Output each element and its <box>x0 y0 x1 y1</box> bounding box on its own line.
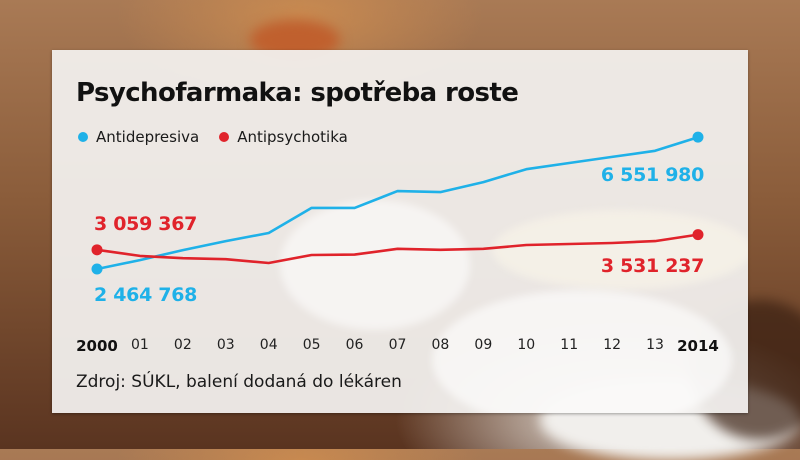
legend-dot-icon <box>219 132 230 142</box>
x-tick-label: 11 <box>560 337 579 353</box>
legend-label: Antipsychotika <box>237 128 348 146</box>
legend-item-antipsychotika: Antipsychotika <box>219 128 348 146</box>
legend-label: Antidepresiva <box>96 128 200 146</box>
x-tick-label: 05 <box>302 337 321 353</box>
source-note: Zdroj: SÚKL, balení dodaná do lékáren <box>76 372 402 392</box>
series-line-antipsychotika <box>96 233 699 265</box>
endpoint-marker-icon <box>91 244 103 256</box>
background-pill <box>432 290 732 413</box>
legend-item-antidepresiva: Antidepresiva <box>78 128 199 146</box>
background-pill <box>280 200 470 330</box>
legend-dot-icon <box>78 132 88 142</box>
series-line-antidepresiva <box>96 135 699 271</box>
x-tick-label: 2014 <box>677 337 719 355</box>
chart-title: Psychofarmaka: spotřeba roste <box>76 78 519 108</box>
x-tick-label: 10 <box>517 337 536 353</box>
endpoint-marker-icon <box>692 131 704 143</box>
x-tick-label: 07 <box>388 337 407 353</box>
chart-panel: Psychofarmaka: spotřeba roste Antidepres… <box>52 50 748 413</box>
background-pill <box>492 210 748 290</box>
x-tick-label: 13 <box>646 337 664 353</box>
x-tick-label: 12 <box>603 337 622 353</box>
antidepresiva-start-value: 2 464 768 <box>94 284 198 306</box>
x-axis-ticks: 2000 01 02 03 04 05 06 07 08 09 10 11 12 13 2014 <box>52 337 748 359</box>
x-tick-label: 06 <box>345 337 364 353</box>
antipsychotika-start-value: 3 059 367 <box>94 213 198 235</box>
legend: Antidepresiva Antipsychotika <box>78 128 368 146</box>
x-tick-label: 01 <box>131 337 149 353</box>
antidepresiva-end-value: 6 551 980 <box>600 164 704 186</box>
x-tick-label: 04 <box>259 337 278 353</box>
line-plot <box>91 131 704 275</box>
x-tick-label: 2000 <box>76 337 118 355</box>
endpoint-marker-icon <box>692 229 704 241</box>
endpoint-marker-icon <box>91 263 103 275</box>
x-tick-label: 09 <box>474 337 493 353</box>
x-tick-label: 03 <box>216 337 235 353</box>
antipsychotika-end-value: 3 531 237 <box>600 255 704 277</box>
x-tick-label: 02 <box>173 337 192 353</box>
x-tick-label: 08 <box>431 337 450 353</box>
